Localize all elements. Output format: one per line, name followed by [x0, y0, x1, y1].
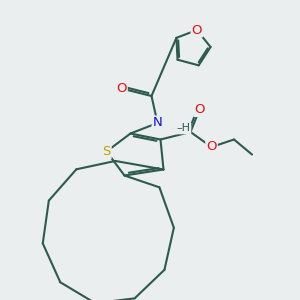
Text: O: O	[116, 82, 127, 95]
Text: –H: –H	[176, 123, 190, 134]
Text: S: S	[102, 145, 111, 158]
Text: N: N	[153, 116, 162, 130]
Text: O: O	[192, 23, 202, 37]
Text: O: O	[206, 140, 217, 154]
Text: O: O	[194, 103, 205, 116]
